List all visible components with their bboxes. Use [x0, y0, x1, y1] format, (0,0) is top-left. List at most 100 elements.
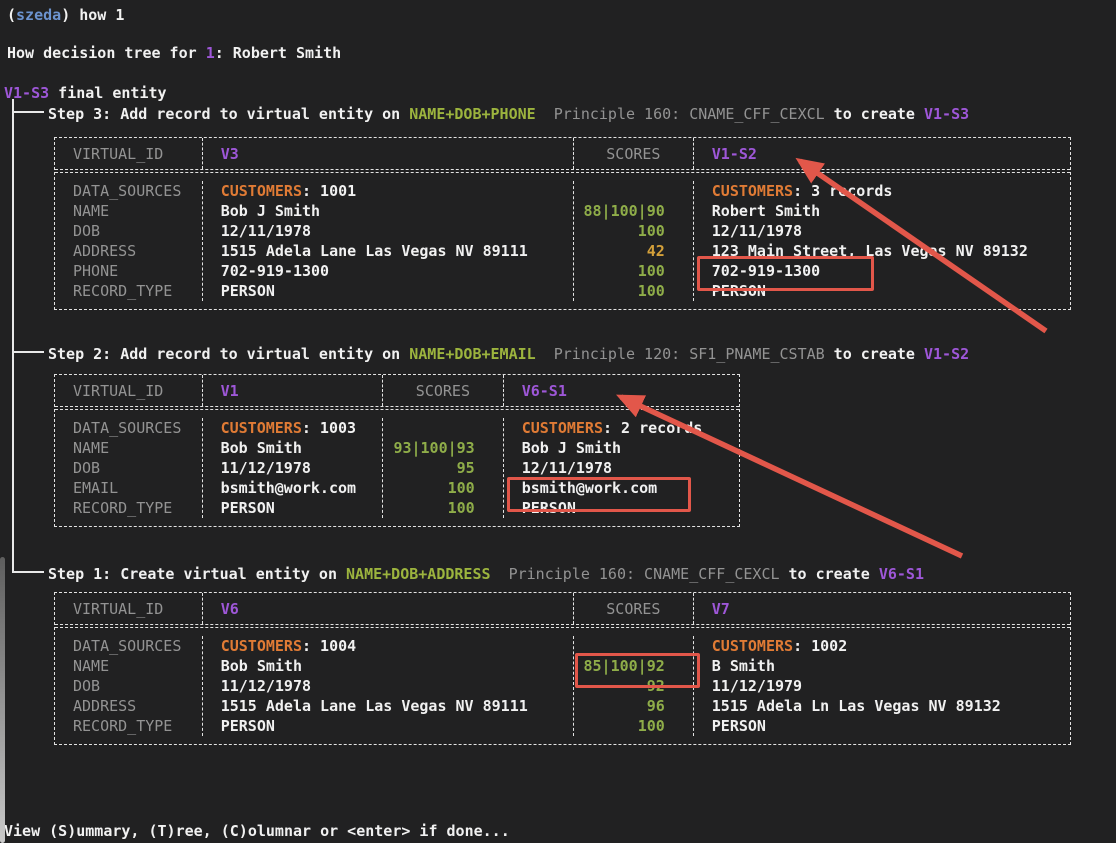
right-record-column: CUSTOMERS: 1002 B Smith 11/12/1979 1515 …	[692, 636, 1070, 736]
data-source-detail: : 1001	[302, 182, 357, 200]
scores-header: SCORES	[382, 375, 503, 406]
row-label: DOB	[73, 459, 101, 477]
final-entity-line: V1-S3 final entity	[4, 83, 167, 103]
virtual-id-header: VIRTUAL_ID	[73, 382, 164, 400]
name-value: Bob Smith	[220, 439, 302, 457]
left-record-column: CUSTOMERS: 1003 Bob Smith 11/12/1978 bsm…	[201, 418, 382, 518]
step-1-line: Step 1: Create virtual entity on NAME+DO…	[48, 564, 924, 584]
step-1-table-header: VIRTUAL_ID V6 SCORES V7	[55, 593, 1070, 625]
step-1-table-body: DATA_SOURCES NAME DOB ADDRESS RECORD_TYP…	[55, 627, 1070, 744]
row-label: RECORD_TYPE	[73, 282, 173, 300]
row-label: DATA_SOURCES	[73, 419, 182, 437]
right-entity-id: V1-S2	[692, 138, 1070, 169]
step-3-to-create: to create	[824, 105, 924, 123]
prompt-line: (szeda) how 1	[7, 5, 124, 25]
step-2-table-body: DATA_SOURCES NAME DOB EMAIL RECORD_TYPE …	[55, 409, 739, 526]
data-source-name: CUSTOMERS	[711, 182, 794, 200]
step-1-to-create: to create	[779, 565, 879, 583]
record-type-value: PERSON	[521, 499, 576, 517]
step-1-match-key: NAME+DOB+ADDRESS	[346, 565, 491, 583]
scores-header: SCORES	[573, 593, 693, 624]
phone-value-highlighted: 702-919-1300	[711, 262, 821, 280]
step-2-result-id: V1-S2	[924, 345, 970, 363]
dob-value: 12/11/1978	[220, 222, 312, 240]
step-2-label: Step 2: Add record to virtual entity on	[48, 345, 410, 363]
step-1-principle: Principle 160: CNAME_CFF_CEXCL	[490, 565, 780, 583]
address-value: 1515 Adela Lane Las Vegas NV 89111	[220, 242, 528, 260]
name-score-highlighted: 85|100|92	[583, 657, 665, 675]
name-value: Bob Smith	[220, 657, 302, 675]
step-1-result-id: V6-S1	[878, 565, 924, 583]
prompt-open-paren: (	[7, 6, 17, 24]
email-value: bsmith@work.com	[220, 479, 357, 497]
address-value: 1515 Adela Ln Las Vegas NV 89132	[711, 697, 1001, 715]
dob-value: 11/12/1979	[711, 677, 803, 695]
record-type-value: PERSON	[220, 717, 275, 735]
final-entity-label: final entity	[49, 84, 167, 102]
highlight-box-name-scores	[575, 653, 700, 688]
name-score: 88|100|90	[583, 202, 665, 220]
data-source-name: CUSTOMERS	[220, 637, 302, 655]
virtual-id-header: VIRTUAL_ID	[73, 145, 164, 163]
data-source-detail: : 1003	[301, 419, 357, 437]
row-label: RECORD_TYPE	[73, 499, 173, 517]
dob-value: 11/12/1978	[220, 677, 312, 695]
step-2-to-create: to create	[824, 345, 924, 363]
step-3-result-id: V1-S3	[924, 105, 970, 123]
row-label: NAME	[73, 657, 110, 675]
highlight-box-email	[507, 477, 691, 512]
record-type-score: 100	[637, 717, 665, 735]
row-label: NAME	[73, 439, 110, 457]
name-value: Bob J Smith	[220, 202, 321, 220]
row-label: NAME	[73, 202, 110, 220]
name-score: 93|100|93	[393, 439, 475, 457]
dob-score: 100	[637, 222, 665, 240]
step-3-table-header: VIRTUAL_ID V3 SCORES V1-S2	[55, 138, 1070, 170]
left-entity-id: V1	[201, 375, 382, 406]
step-2-table-header: VIRTUAL_ID V1 SCORES V6-S1	[55, 375, 739, 407]
address-score: 96	[646, 697, 665, 715]
tree-tick-step1	[12, 571, 44, 573]
step-3-table-body: DATA_SOURCES NAME DOB ADDRESS PHONE RECO…	[55, 172, 1070, 309]
phone-score: 100	[637, 262, 665, 280]
right-entity-id: V6-S1	[502, 375, 739, 406]
step-3-match-key: NAME+DOB+PHONE	[409, 105, 536, 123]
row-label: EMAIL	[73, 479, 119, 497]
row-label: DATA_SOURCES	[73, 182, 182, 200]
row-label: DOB	[73, 222, 101, 240]
row-labels-column: DATA_SOURCES NAME DOB EMAIL RECORD_TYPE	[55, 418, 202, 518]
step-2-principle: Principle 120: SF1_PNAME_CSTAB	[535, 345, 825, 363]
tree-tick-step3	[12, 111, 44, 113]
row-labels-column: DATA_SOURCES NAME DOB ADDRESS RECORD_TYP…	[55, 636, 202, 736]
row-label: RECORD_TYPE	[73, 717, 173, 735]
scores-column: 88|100|90 100 42 100 100	[572, 181, 693, 301]
left-record-column: CUSTOMERS: 1001 Bob J Smith 12/11/1978 1…	[201, 181, 573, 301]
data-source-detail: : 3 records	[793, 182, 893, 200]
data-source-name: CUSTOMERS	[220, 419, 302, 437]
data-source-name: CUSTOMERS	[220, 182, 302, 200]
footer-prompt: View (S)ummary, (T)ree, (C)olumnar or <e…	[4, 822, 510, 840]
step-3-table: VIRTUAL_ID V3 SCORES V1-S2 DATA_SOURCES …	[54, 137, 1071, 310]
step-3-label: Step 3: Add record to virtual entity on	[48, 105, 410, 123]
prompt-app-name: szeda	[16, 6, 62, 24]
title-entity-id: 1	[205, 44, 215, 62]
left-entity-id: V6	[201, 593, 573, 624]
scrollbar-thumb[interactable]	[0, 557, 5, 843]
tree-vertical-line	[12, 99, 14, 572]
row-label: ADDRESS	[73, 242, 137, 260]
step-1-label: Step 1: Create virtual entity on	[48, 565, 347, 583]
row-label: PHONE	[73, 262, 119, 280]
record-type-value: PERSON	[220, 499, 275, 517]
name-value: Robert Smith	[711, 202, 821, 220]
title-line: How decision tree for 1: Robert Smith	[7, 43, 341, 63]
dob-score: 95	[456, 459, 475, 477]
dob-value: 11/12/1978	[220, 459, 311, 477]
row-label: DATA_SOURCES	[73, 637, 182, 655]
highlight-box-phone	[697, 256, 874, 291]
dob-value: 12/11/1978	[521, 459, 613, 477]
step-1-table: VIRTUAL_ID V6 SCORES V7 DATA_SOURCES NAM…	[54, 592, 1071, 745]
final-entity-id: V1-S3	[4, 84, 50, 102]
step-3-line: Step 3: Add record to virtual entity on …	[48, 104, 969, 124]
right-entity-id: V7	[692, 593, 1070, 624]
